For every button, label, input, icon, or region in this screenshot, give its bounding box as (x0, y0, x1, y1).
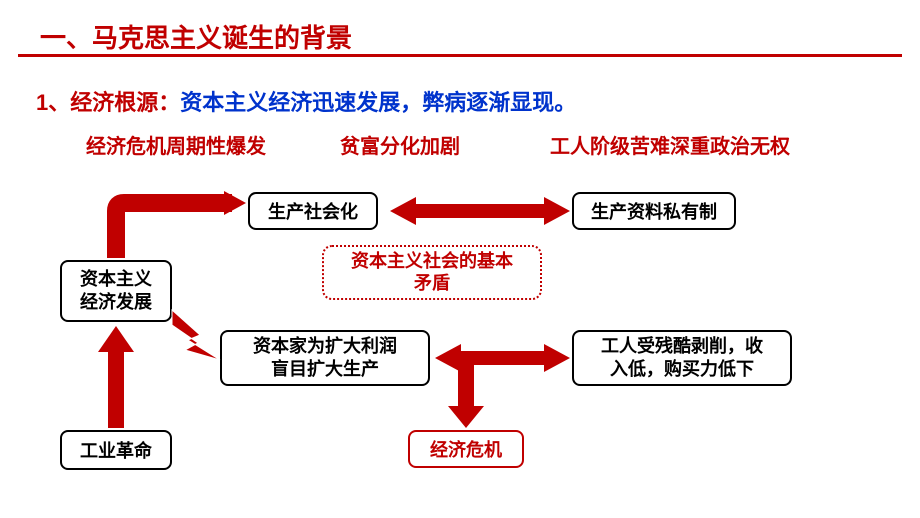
point-workers: 工人阶级苦难深重政治无权 (550, 130, 790, 159)
box-capitalist-profit-label: 资本家为扩大利润盲目扩大生产 (253, 335, 397, 382)
subtitle-number: 1、 (36, 90, 70, 115)
arrow-lightning-economy-to-profit (172, 310, 220, 360)
point-crisis: 经济危机周期性爆发 (86, 130, 266, 159)
title-prefix: 一、 (40, 23, 92, 53)
arrow-industrial-to-economy (98, 326, 134, 428)
box-economic-crisis-label: 经济危机 (430, 436, 502, 462)
box-workers-exploited: 工人受残酷剥削，收入低，购买力低下 (572, 330, 792, 386)
box-economic-crisis: 经济危机 (408, 430, 524, 468)
subtitle: 1、经济根源：资本主义经济迅速发展，弊病逐渐显现。 (36, 85, 576, 117)
box-industrial-revolution-label: 工业革命 (80, 437, 152, 463)
box-workers-exploited-label: 工人受残酷剥削，收入低，购买力低下 (601, 335, 763, 382)
arrow-double-profit-workers (435, 344, 570, 372)
box-private-ownership-label: 生产资料私有制 (591, 198, 717, 224)
arrow-double-socialization-private (390, 197, 570, 225)
box-basic-contradiction-label: 资本主义社会的基本矛盾 (351, 251, 513, 294)
box-capitalist-economy-label: 资本主义经济发展 (80, 268, 152, 315)
title-divider (18, 54, 902, 57)
subtitle-label: 经济根源： (70, 90, 180, 115)
subtitle-content: 资本主义经济迅速发展，弊病逐渐显现。 (180, 90, 576, 115)
box-capitalist-profit: 资本家为扩大利润盲目扩大生产 (220, 330, 430, 386)
arrow-to-economic-crisis (448, 360, 484, 428)
box-capitalist-economy: 资本主义经济发展 (60, 260, 172, 322)
arrow-economy-to-production (116, 191, 246, 258)
title-main: 马克思主义诞生的背景 (92, 23, 352, 53)
section-title: 一、马克思主义诞生的背景 (40, 18, 352, 55)
point-wealth-gap: 贫富分化加剧 (340, 130, 460, 159)
box-production-socialization: 生产社会化 (248, 192, 378, 230)
box-industrial-revolution: 工业革命 (60, 430, 172, 470)
box-production-socialization-label: 生产社会化 (268, 198, 358, 224)
box-basic-contradiction: 资本主义社会的基本矛盾 (322, 245, 542, 300)
box-private-ownership: 生产资料私有制 (572, 192, 736, 230)
